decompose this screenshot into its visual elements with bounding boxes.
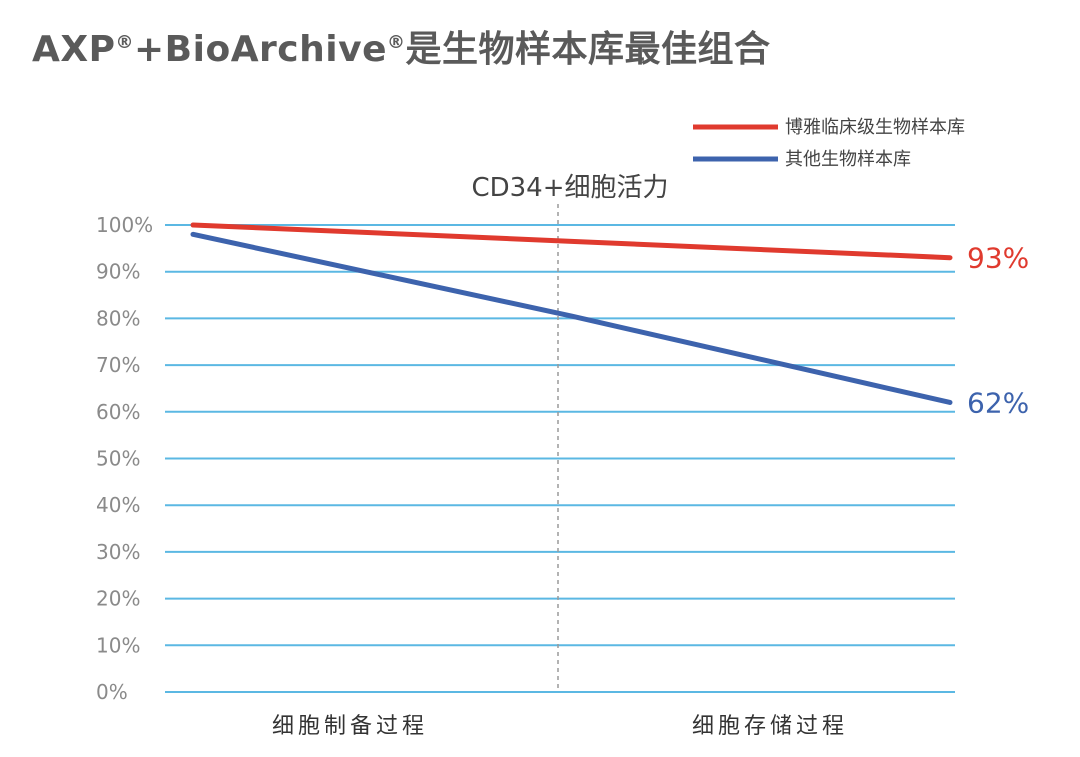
y-tick-label: 30% [96, 540, 140, 564]
y-tick-label: 10% [96, 633, 140, 657]
series-line [190, 222, 953, 261]
y-tick-label: 90% [96, 260, 140, 284]
chart-subtitle: CD34+细胞活力 [471, 173, 668, 203]
title-suffix: 是生物样本库最佳组合 [405, 29, 771, 70]
title-prefix: AXP [32, 29, 116, 70]
x-category-label: 细胞制备过程 [272, 714, 428, 739]
y-tick-label: 50% [96, 447, 140, 471]
x-category-label: 细胞存储过程 [692, 714, 848, 739]
chart-title: AXP®+BioArchive®是生物样本库最佳组合 [32, 20, 771, 72]
y-tick-label: 60% [96, 400, 140, 424]
y-tick-label: 100% [96, 213, 153, 237]
y-tick-label: 80% [96, 306, 140, 330]
registered-mark: ® [115, 32, 135, 53]
end-value-label: 62% [967, 386, 1029, 419]
registered-mark: ® [387, 32, 406, 53]
end-value-label: 93% [967, 242, 1029, 275]
title-middle: +BioArchive [134, 29, 387, 70]
legend-label: 博雅临床级生物样本库 [785, 117, 965, 138]
legend-label: 其他生物样本库 [785, 149, 911, 170]
series-line [190, 231, 953, 405]
y-tick-label: 20% [96, 587, 140, 611]
y-tick-label: 0% [96, 680, 128, 704]
y-tick-label: 40% [96, 493, 140, 517]
y-tick-label: 70% [96, 353, 140, 377]
